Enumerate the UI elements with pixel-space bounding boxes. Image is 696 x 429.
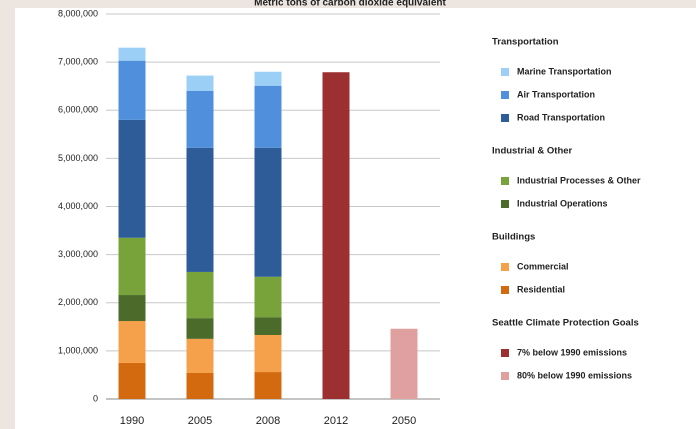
legend-swatch (501, 349, 509, 357)
legend-group-title: Seattle Climate Protection Goals (492, 318, 639, 329)
bar-segment (186, 91, 214, 148)
x-tick-label: 2008 (256, 415, 280, 427)
bar-segment (118, 237, 146, 296)
bar-segment (254, 276, 282, 318)
y-tick-label: 5,000,000 (58, 153, 98, 163)
legend-label: 80% below 1990 emissions (517, 370, 632, 380)
legend-label: Air Transportation (517, 89, 595, 99)
legend-label: Industrial Processes & Other (517, 175, 641, 185)
x-tick-label: 2012 (324, 415, 348, 427)
bar-segment (186, 373, 214, 399)
bar-segment (118, 295, 146, 322)
legend-group-title: Industrial & Other (492, 146, 573, 157)
bar-segment (254, 85, 282, 148)
y-tick-label: 6,000,000 (58, 105, 98, 115)
legend-label: Commercial (517, 261, 569, 271)
legend-label: Industrial Operations (517, 198, 608, 208)
legend-group-title: Transportation (492, 37, 559, 48)
y-tick-label: 0 (93, 393, 98, 403)
bar-segment (118, 321, 146, 363)
legend-swatch (501, 372, 509, 380)
legend-swatch (501, 91, 509, 99)
bar-segment (186, 338, 214, 374)
y-tick-label: 4,000,000 (58, 201, 98, 211)
legend-label: Road Transportation (517, 112, 605, 122)
bar-segment (118, 47, 146, 61)
y-tick-label: 3,000,000 (58, 249, 98, 259)
legend-group-title: Buildings (492, 232, 535, 243)
bar-segment (322, 72, 350, 399)
legend-label: Marine Transportation (517, 66, 612, 76)
bar-segment (186, 75, 214, 91)
y-tick-label: 7,000,000 (58, 57, 98, 67)
bar-segment (186, 147, 214, 272)
bar-segment (254, 372, 282, 399)
x-tick-label: 2005 (188, 415, 212, 427)
y-tick-label: 8,000,000 (58, 8, 98, 18)
bar-segment (186, 318, 214, 339)
bar-segment (186, 271, 214, 319)
bar-segment (390, 328, 418, 399)
legend-swatch (501, 68, 509, 76)
bar-segment (254, 317, 282, 335)
bar-segment (118, 119, 146, 238)
legend-swatch (501, 114, 509, 122)
legend-swatch (501, 286, 509, 294)
bar-segment (118, 60, 146, 120)
y-tick-label: 2,000,000 (58, 297, 98, 307)
legend-label: Residential (517, 284, 565, 294)
x-tick-label: 2050 (392, 415, 416, 427)
legend-swatch (501, 200, 509, 208)
bar-segment (254, 147, 282, 277)
legend-label: 7% below 1990 emissions (517, 347, 627, 357)
x-tick-label: 1990 (120, 415, 144, 427)
chart-title: Metric tons of carbon dioxide equivalent (254, 0, 446, 9)
legend-swatch (501, 263, 509, 271)
y-tick-label: 1,000,000 (58, 345, 98, 355)
bar-segment (254, 334, 282, 373)
bar-segment (118, 362, 146, 399)
bar-segment (254, 71, 282, 86)
legend-swatch (501, 177, 509, 185)
